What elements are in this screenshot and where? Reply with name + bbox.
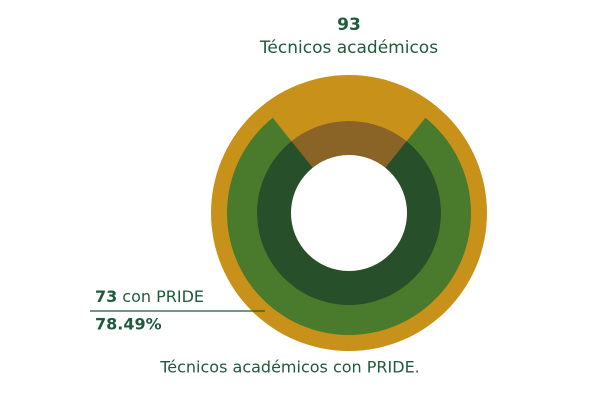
total-value: 93 — [337, 15, 361, 35]
part-inner-arc — [257, 141, 441, 306]
part-percent: 78.49% — [95, 315, 162, 334]
part-label-text: con PRIDE — [122, 287, 204, 306]
caption: Técnicos académicos con PRIDE. — [159, 358, 420, 377]
rings — [211, 75, 487, 351]
part-value: 73 — [95, 287, 117, 306]
part-label: 73 con PRIDE — [95, 287, 204, 306]
total-label: Técnicos académicos — [259, 38, 438, 58]
center-hole — [291, 155, 407, 271]
